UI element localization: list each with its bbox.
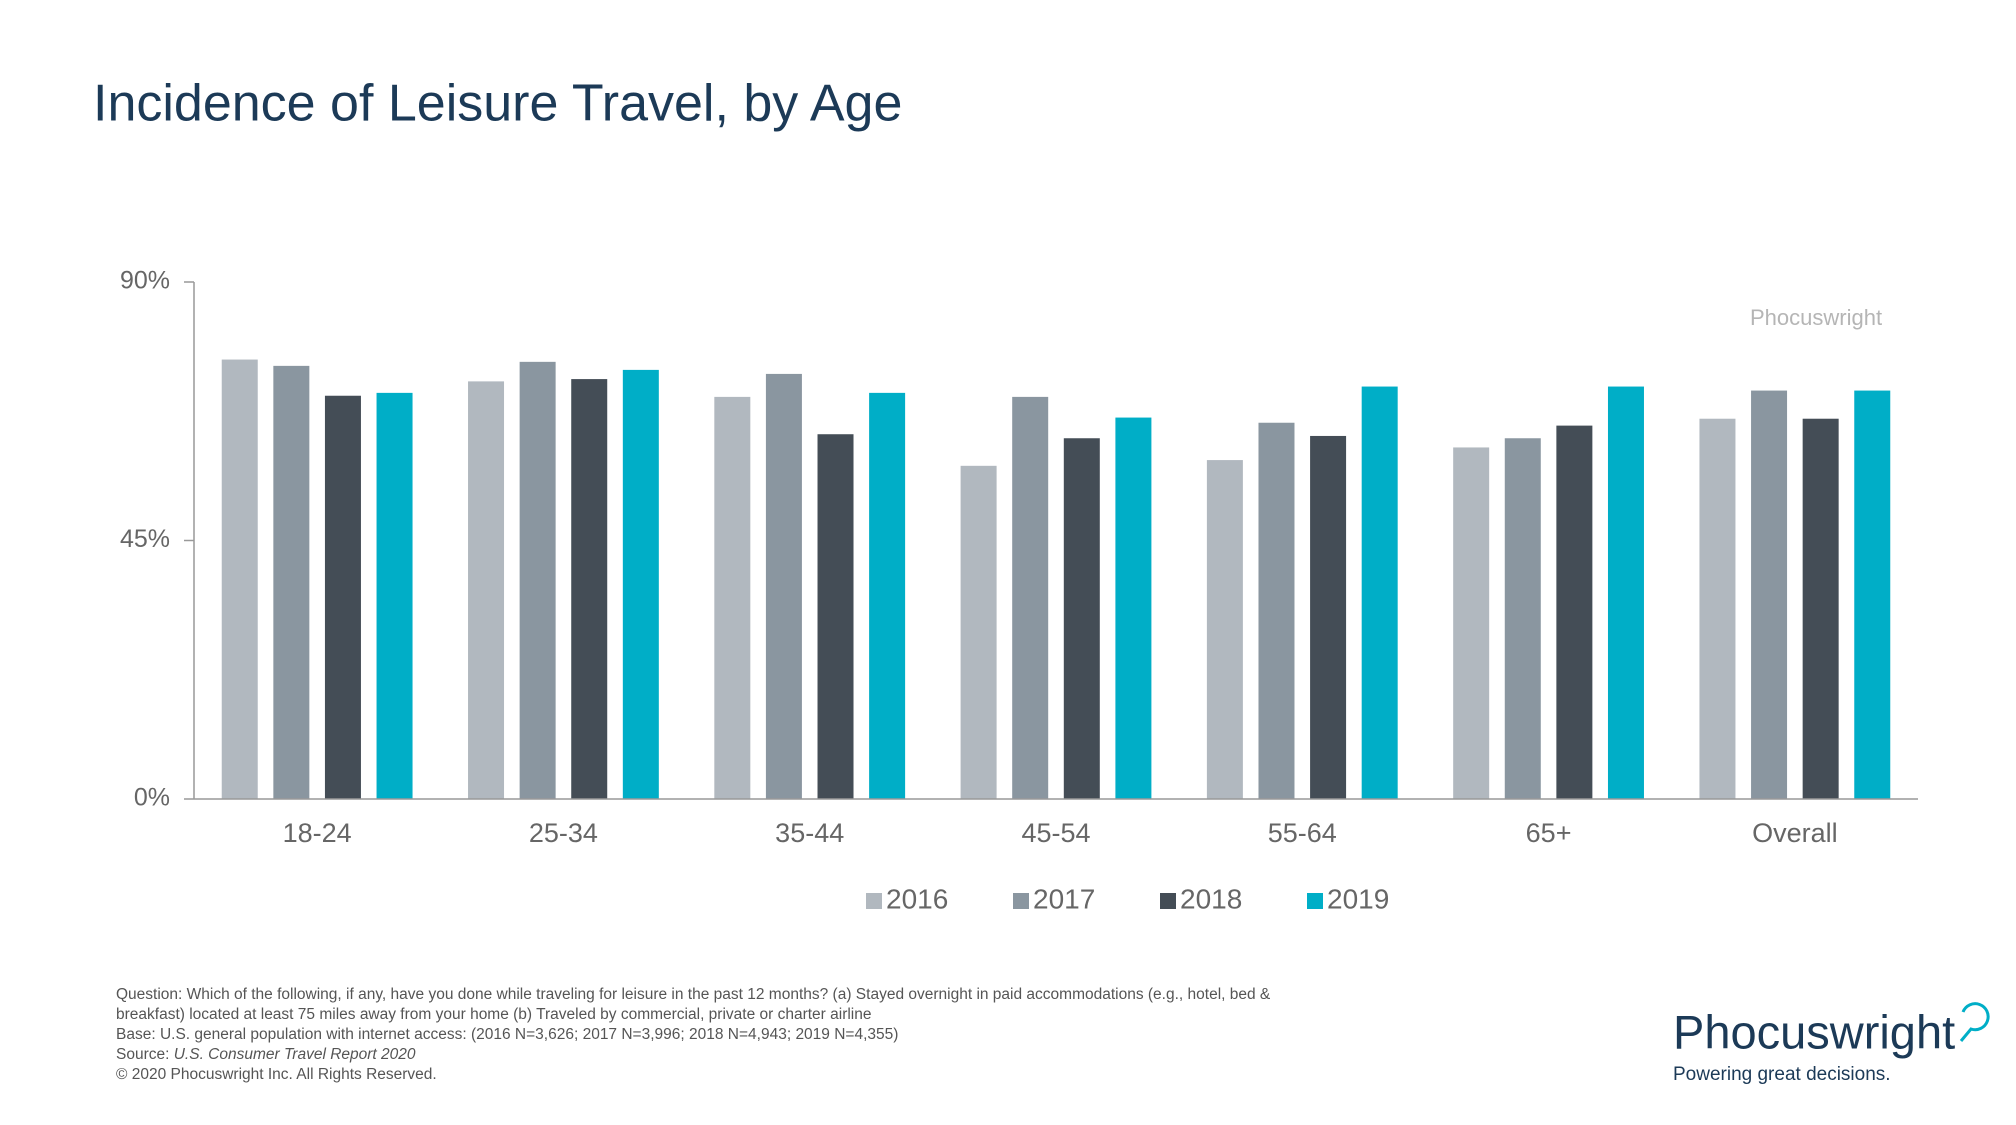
y-tick-label: 45% (120, 525, 170, 553)
bar (1854, 390, 1891, 799)
legend-label: 2019 (1327, 883, 1389, 914)
source-label: Source: (116, 1046, 169, 1063)
bar (869, 392, 906, 799)
bar (519, 361, 556, 799)
legend-swatch (1307, 893, 1323, 909)
legend-label: 2016 (886, 883, 948, 914)
brand: Phocuswright (1673, 1005, 1955, 1058)
legend-swatch (1013, 893, 1029, 909)
bar (960, 465, 997, 799)
bar (273, 365, 310, 799)
bar (1751, 390, 1788, 799)
watermark: Phocuswright (1750, 305, 1882, 330)
note: Question: Which of the following, if any… (116, 986, 1271, 1003)
bar (765, 373, 802, 799)
source-line: Source: U.S. Consumer Travel Report 2020 (116, 1046, 416, 1063)
bar (468, 381, 505, 799)
legend-swatch (866, 893, 882, 909)
legend-label: 2017 (1033, 883, 1095, 914)
bar (1063, 438, 1100, 799)
bar (1607, 386, 1644, 799)
bar (1310, 435, 1347, 799)
bar (376, 392, 413, 799)
bar (1556, 425, 1593, 799)
chart-title: Incidence of Leisure Travel, by Age (93, 75, 902, 133)
tagline: Powering great decisions. (1673, 1064, 1891, 1085)
x-tick-label: 55-64 (1268, 818, 1337, 848)
legend-label: 2018 (1180, 883, 1242, 914)
note: Base: U.S. general population with inter… (116, 1026, 898, 1043)
y-tick-label: 90% (120, 267, 170, 295)
bar (1115, 417, 1152, 799)
bar (622, 369, 659, 799)
x-tick-label: 18-24 (283, 818, 352, 848)
bar (1361, 386, 1398, 799)
bar (714, 396, 751, 799)
source: U.S. Consumer Travel Report 2020 (174, 1046, 416, 1063)
brand-icon (1959, 1002, 1990, 1042)
x-tick-label: Overall (1752, 818, 1838, 848)
note: breakfast) located at least 75 miles awa… (116, 1006, 872, 1023)
bar (1699, 418, 1736, 799)
x-tick-label: 25-34 (529, 818, 598, 848)
bar (221, 359, 258, 799)
y-tick-label: 0% (134, 784, 170, 812)
bar (1504, 438, 1541, 799)
bar (817, 434, 854, 799)
x-tick-label: 35-44 (775, 818, 844, 848)
bar (1012, 396, 1049, 799)
bar (1206, 460, 1243, 799)
bar (1802, 418, 1839, 799)
bar (324, 395, 361, 799)
bar (571, 379, 608, 799)
bar (1258, 422, 1295, 799)
bar (1453, 447, 1490, 799)
x-tick-label: 65+ (1526, 818, 1572, 848)
legend-swatch (1160, 893, 1176, 909)
copyright: © 2020 Phocuswright Inc. All Rights Rese… (116, 1066, 437, 1083)
x-tick-label: 45-54 (1021, 818, 1090, 848)
